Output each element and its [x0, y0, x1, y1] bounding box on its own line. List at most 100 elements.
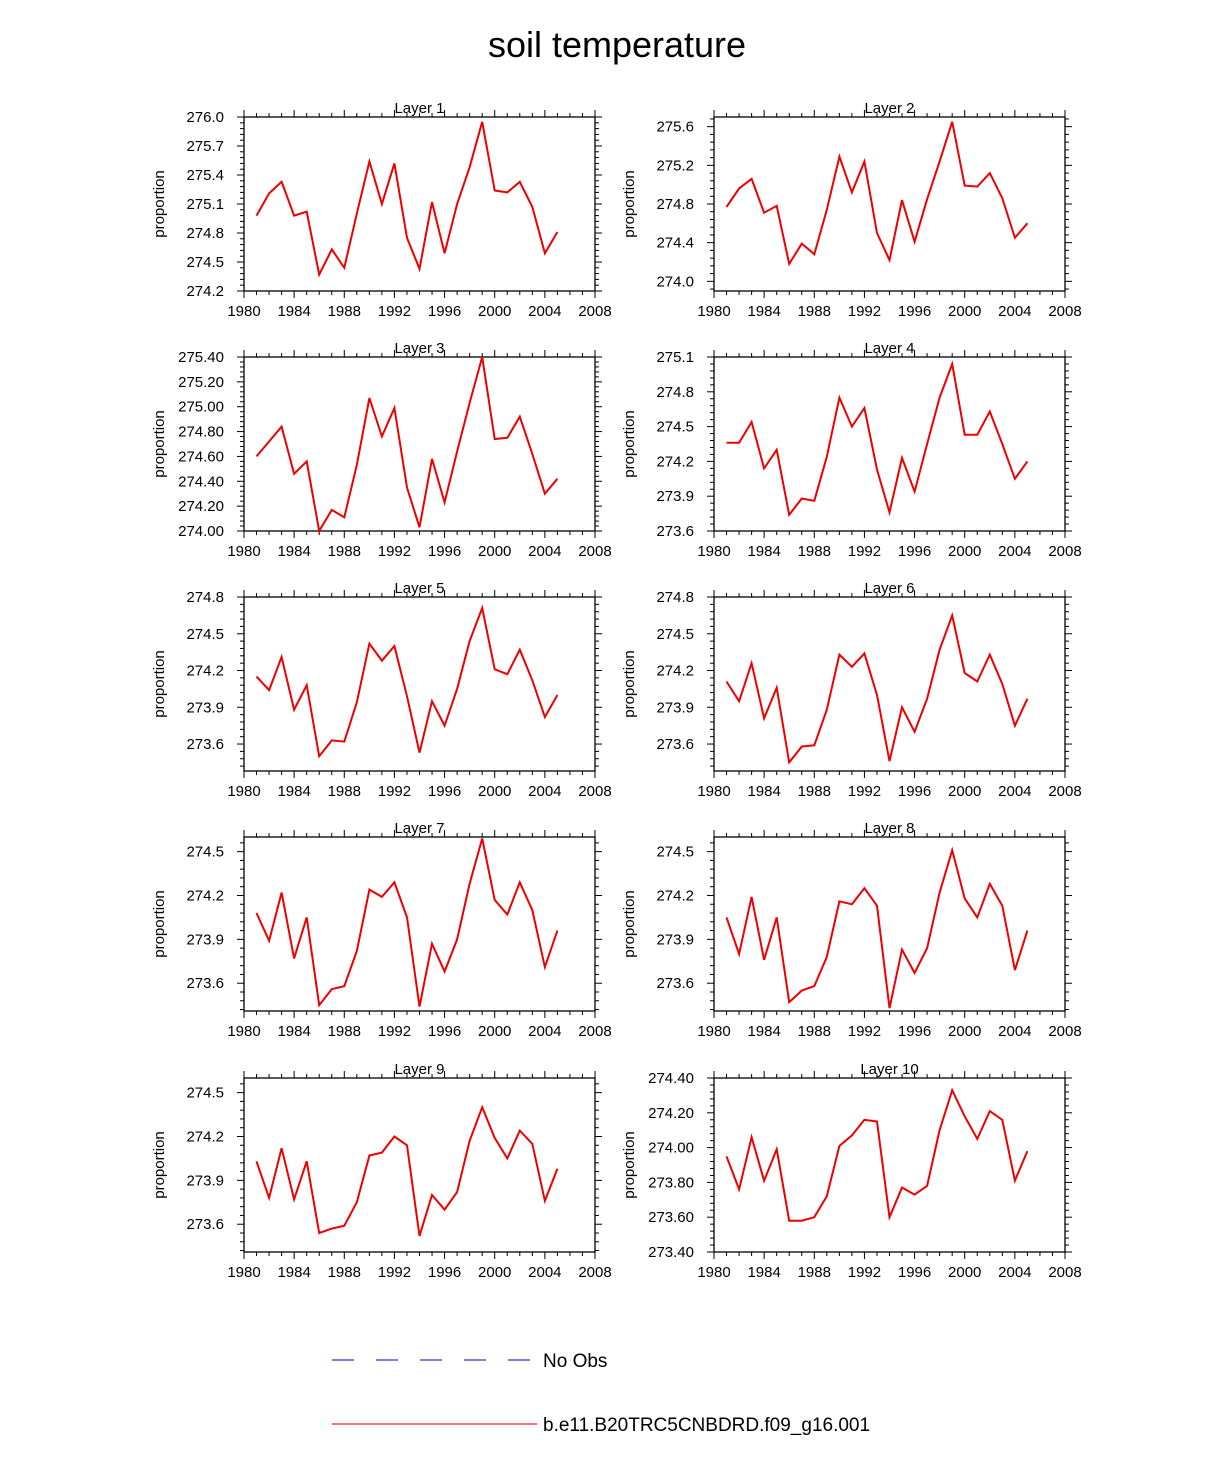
x-tick-label: 1992 — [848, 303, 881, 320]
y-tick-label: 275.7 — [186, 138, 224, 155]
y-tick-label: 274.8 — [656, 384, 694, 401]
x-tick-label: 1988 — [328, 1023, 361, 1040]
series-line — [725, 121, 1029, 267]
legend-no-obs-label: No Obs — [543, 1351, 607, 1372]
plot-frame — [713, 836, 1066, 1012]
panel-layer-4: Layer 4 proportion 1980 1984 1988 1992 1996 200… — [621, 340, 1082, 560]
y-tick-label: 274.60 — [178, 448, 224, 465]
panel-title: Layer 6 — [864, 580, 914, 597]
y-tick-label: 274.5 — [656, 844, 694, 861]
x-tick-label: 1984 — [747, 783, 780, 800]
y-tick-label: 273.9 — [186, 1172, 224, 1189]
x-tick-label: 1996 — [428, 543, 461, 560]
y-tick-label: 274.2 — [656, 887, 694, 904]
panel-layer-3: Layer 3 proportion 1980 1984 1988 1992 1996 200… — [151, 340, 612, 560]
x-tick-label: 1984 — [277, 1264, 310, 1281]
x-tick-label: 1984 — [277, 303, 310, 320]
y-tick-label: 273.9 — [186, 699, 224, 716]
panel-title: Layer 8 — [864, 820, 914, 837]
x-tick-label: 1992 — [378, 783, 411, 800]
x-tick-label: 1996 — [428, 783, 461, 800]
x-tick-label: 1984 — [747, 303, 780, 320]
x-tick-label: 1992 — [848, 543, 881, 560]
x-tick-label: 2000 — [478, 783, 511, 800]
y-tick-label: 273.6 — [186, 1216, 224, 1233]
x-tick-label: 1992 — [378, 303, 411, 320]
x-tick-label: 1988 — [798, 783, 831, 800]
y-axis-label: proportion — [151, 650, 168, 718]
y-tick-label: 274.2 — [186, 887, 224, 904]
x-tick-label: 2008 — [1048, 1023, 1081, 1040]
x-tick-label: 2000 — [478, 1023, 511, 1040]
panel-layer-2: Layer 2 proportion 1980 1984 1988 1992 1996 200… — [621, 100, 1082, 320]
x-tick-label: 1988 — [328, 783, 361, 800]
y-tick-label: 274.4 — [656, 235, 694, 252]
y-tick-label: 273.40 — [648, 1244, 694, 1261]
series-line — [255, 1104, 559, 1237]
y-axis-label: proportion — [621, 1131, 638, 1199]
y-tick-label: 273.6 — [656, 523, 694, 540]
x-tick-label: 1984 — [277, 543, 310, 560]
x-tick-label: 2004 — [528, 1023, 561, 1040]
y-axis-label: proportion — [621, 650, 638, 718]
series-line — [725, 1087, 1029, 1222]
series-line — [255, 838, 559, 1008]
y-tick-label: 274.5 — [186, 844, 224, 861]
x-tick-label: 2008 — [578, 543, 611, 560]
y-tick-label: 274.40 — [178, 473, 224, 490]
y-tick-label: 275.20 — [178, 374, 224, 391]
series-line — [255, 356, 559, 534]
x-tick-label: 2004 — [998, 543, 1031, 560]
x-tick-label: 1992 — [848, 1023, 881, 1040]
y-tick-label: 274.5 — [186, 254, 224, 271]
x-tick-label: 2004 — [998, 783, 1031, 800]
x-tick-label: 1992 — [378, 543, 411, 560]
x-tick-label: 1980 — [227, 783, 260, 800]
x-tick-label: 2004 — [528, 303, 561, 320]
x-tick-label: 1996 — [428, 1023, 461, 1040]
panel-title: Layer 3 — [394, 340, 444, 357]
y-tick-label: 274.8 — [656, 589, 694, 606]
y-tick-label: 275.40 — [178, 349, 224, 366]
y-axis-label: proportion — [151, 1131, 168, 1199]
panel-title: Layer 1 — [394, 100, 444, 117]
panel-title: Layer 5 — [394, 580, 444, 597]
series-line — [725, 611, 1029, 765]
x-tick-label: 2004 — [998, 1023, 1031, 1040]
y-tick-label: 274.40 — [648, 1070, 694, 1087]
x-tick-label: 2008 — [578, 1264, 611, 1281]
x-tick-label: 1980 — [697, 1264, 730, 1281]
series-line — [255, 121, 559, 278]
y-tick-label: 274.8 — [656, 196, 694, 213]
panels-grid: Layer 1 proportion 1980 1984 1988 1992 1996 200… — [151, 100, 1082, 1281]
series-line — [726, 360, 1029, 518]
series-line — [255, 604, 559, 759]
x-tick-label: 1992 — [848, 1264, 881, 1281]
y-tick-label: 276.0 — [186, 109, 224, 126]
y-tick-label: 273.80 — [648, 1174, 694, 1191]
plot-frame — [243, 356, 596, 532]
y-tick-label: 274.8 — [186, 589, 224, 606]
x-tick-label: 1996 — [898, 1264, 931, 1281]
x-tick-label: 2004 — [528, 543, 561, 560]
y-tick-label: 275.1 — [656, 349, 694, 366]
legend: No Obs b.e11.B20TRC5CNBDRD.f09_g16.001 — [332, 1351, 870, 1436]
x-tick-label: 1996 — [428, 1264, 461, 1281]
x-tick-label: 1992 — [848, 783, 881, 800]
x-tick-label: 1988 — [798, 303, 831, 320]
x-tick-label: 1980 — [227, 1023, 260, 1040]
panel-title: Layer 4 — [864, 340, 914, 357]
x-tick-label: 2000 — [948, 1264, 981, 1281]
y-axis-label: proportion — [621, 890, 638, 958]
x-tick-label: 2000 — [948, 783, 981, 800]
plot-frame — [713, 356, 1066, 532]
x-tick-label: 2000 — [948, 1023, 981, 1040]
x-tick-label: 2000 — [478, 1264, 511, 1281]
y-tick-label: 274.8 — [186, 225, 224, 242]
x-tick-label: 1988 — [328, 1264, 361, 1281]
y-tick-label: 275.2 — [656, 157, 694, 174]
x-tick-label: 2000 — [478, 303, 511, 320]
y-tick-label: 274.00 — [648, 1140, 694, 1157]
panel-layer-10: Layer 10 proportion 1980 1984 1988 1992 1996 20… — [621, 1061, 1082, 1281]
